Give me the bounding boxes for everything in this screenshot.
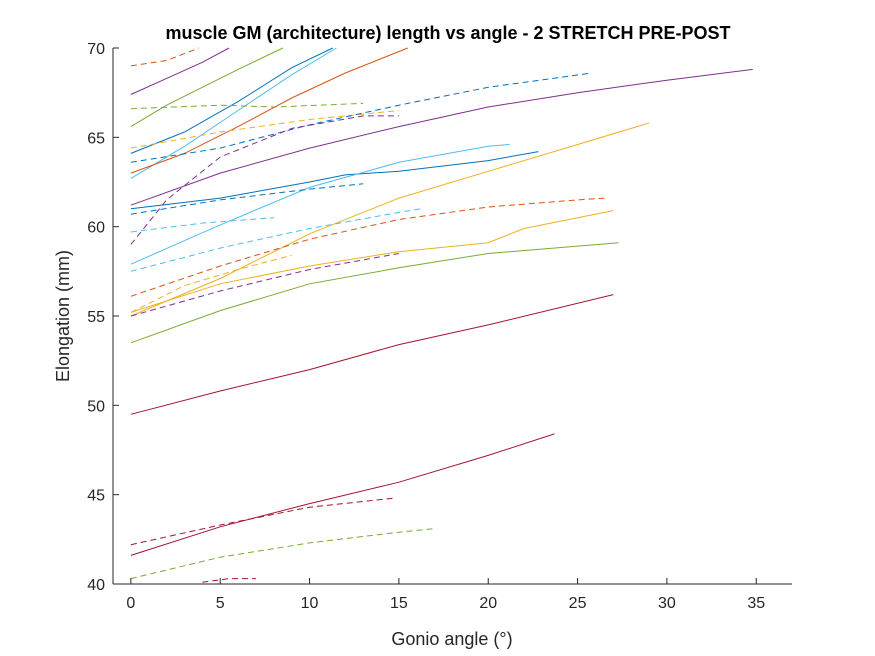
x-tick-label: 5 <box>216 595 225 612</box>
series-line-12 <box>130 294 614 415</box>
series-line-24 <box>130 254 292 313</box>
y-ticks: 40 45 50 55 60 65 70 <box>87 41 119 594</box>
x-tick-label: 35 <box>747 595 765 612</box>
y-tick-label: 40 <box>87 577 105 594</box>
series-line-27 <box>202 578 256 583</box>
series-line-21 <box>130 217 274 233</box>
x-tick-label: 0 <box>126 595 135 612</box>
x-tick-label: 10 <box>301 595 319 612</box>
series-line-23 <box>130 253 399 317</box>
series-line-7 <box>130 47 408 174</box>
series-line-25 <box>130 497 394 546</box>
series-line-13 <box>130 433 555 556</box>
y-tick-label: 45 <box>87 488 105 505</box>
series-line-19 <box>130 183 364 215</box>
y-tick-label: 65 <box>87 130 105 147</box>
series-line-6 <box>130 47 230 95</box>
series-line-11 <box>130 242 619 344</box>
y-tick-label: 50 <box>87 398 105 415</box>
x-tick-label: 30 <box>658 595 676 612</box>
series-line-8 <box>130 122 650 317</box>
y-tick-label: 60 <box>87 220 105 237</box>
series-line-18 <box>130 115 399 245</box>
series-line-20 <box>130 208 421 272</box>
y-axis-label: Elongation (mm) <box>53 250 73 382</box>
series-line-9 <box>130 144 510 265</box>
y-tick-label: 70 <box>87 41 105 58</box>
series-line-4 <box>130 47 334 154</box>
series-line-1 <box>130 68 753 206</box>
series-line-14 <box>130 47 199 67</box>
series-line-15 <box>130 102 364 110</box>
series-line-2 <box>130 151 539 210</box>
x-ticks: 0 5 10 15 20 25 30 35 <box>126 578 765 612</box>
x-tick-label: 25 <box>569 595 587 612</box>
series-line-16 <box>130 110 399 149</box>
series-line-10 <box>130 210 614 313</box>
series-line-5 <box>130 47 284 128</box>
series-line-17 <box>130 72 592 163</box>
x-tick-label: 15 <box>390 595 408 612</box>
series-layer <box>130 47 753 583</box>
series-line-22 <box>130 197 605 297</box>
series-line-3 <box>130 47 337 179</box>
x-tick-label: 20 <box>479 595 497 612</box>
y-tick-label: 55 <box>87 309 105 326</box>
x-axis-label: Gonio angle (°) <box>391 629 512 649</box>
series-line-26 <box>130 528 435 580</box>
chart-title: muscle GM (architecture) length vs angle… <box>165 23 730 43</box>
